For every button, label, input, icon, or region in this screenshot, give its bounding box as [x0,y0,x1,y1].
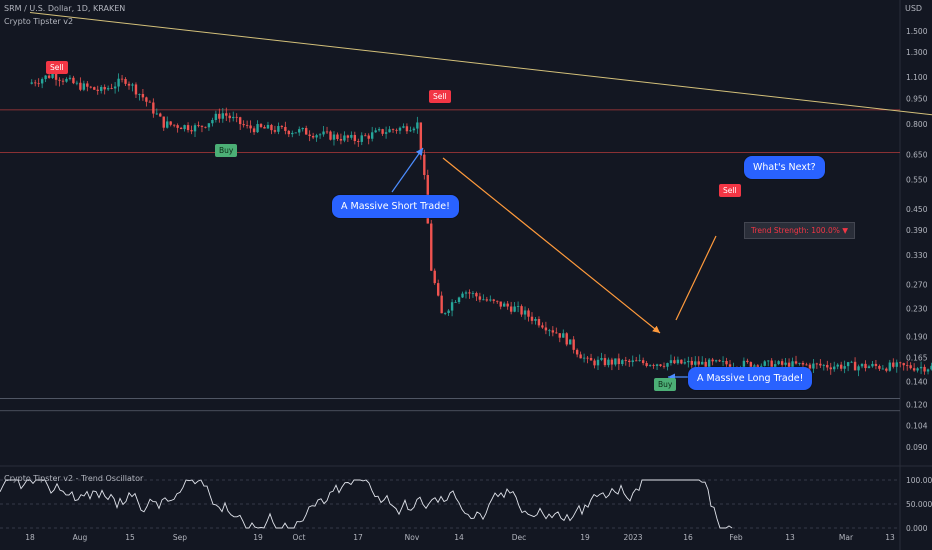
price-tick-4: 0.800 [906,120,928,129]
time-tick-3: Sep [173,533,187,542]
undefined [675,235,717,321]
time-tick-11: 2023 [623,533,642,542]
time-tick-16: 13 [885,533,895,542]
signal-sell-3: Sell [719,184,741,197]
time-tick-10: 19 [580,533,590,542]
price-tick-9: 0.330 [906,251,928,260]
time-tick-14: 13 [785,533,795,542]
time-tick-2: 15 [125,533,135,542]
price-tick-10: 0.270 [906,281,928,290]
indicator-title: Crypto Tipster v2 [4,17,74,26]
time-tick-12: 16 [683,533,693,542]
time-tick-15: Mar [839,533,854,542]
oscillator-line [0,479,733,529]
candles [30,68,932,377]
time-tick-7: Nov [405,533,420,542]
arrow-short-callout [391,147,424,193]
osc-tick-2: 0.000 [906,524,928,533]
whats-next-callout: What's Next? [744,156,825,179]
trend-strength-label: Trend Strength: 100.0% ▼ [744,222,856,239]
time-tick-5: Oct [293,533,306,542]
symbol-title: SRM / U.S. Dollar, 1D, KRAKEN [4,4,126,13]
time-tick-0: 18 [25,533,35,542]
time-tick-9: Dec [512,533,527,542]
arrow-short-to-long [442,157,661,334]
price-tick-15: 0.120 [906,400,928,409]
time-tick-1: Aug [73,533,88,542]
price-tick-6: 0.550 [906,175,928,184]
oscillator: 100.000 50.000 0.000 [0,476,932,533]
osc-tick-0: 100.000 [906,476,932,485]
signal-buy-2: Buy [654,378,677,391]
price-tick-0: 1.500 [906,27,928,36]
time-tick-4: 19 [253,533,263,542]
price-tick-14: 0.140 [906,378,928,387]
price-tick-3: 0.950 [906,95,928,104]
price-tick-13: 0.165 [906,353,928,362]
osc-tick-1: 50.000 [906,500,932,509]
time-tick-6: 17 [353,533,363,542]
signal-sell-1: Sell [46,61,68,74]
signal-sell-2: Sell [429,90,451,103]
price-axis: 1.500 1.300 1.100 0.950 0.800 0.650 0.550 0.450… [906,27,928,452]
time-axis: 18 Aug 15 Sep 19 Oct 17 Nov 14 Dec 19 2023 16 Feb 13 Ma… [25,533,895,542]
price-tick-8: 0.390 [906,226,928,235]
time-tick-8: 14 [454,533,464,542]
long-trade-callout: A Massive Long Trade! [688,367,813,390]
signal-buy-1: Buy [215,144,238,157]
price-tick-5: 0.650 [906,151,928,160]
price-tick-2: 1.100 [906,73,928,82]
short-trade-callout: A Massive Short Trade! [332,195,459,218]
price-tick-16: 0.104 [906,422,928,431]
currency-label: USD [905,4,923,13]
price-tick-11: 0.230 [906,304,928,313]
trendline [29,11,932,116]
price-tick-1: 1.300 [906,48,928,57]
price-tick-12: 0.190 [906,333,928,342]
oscillator-title: Crypto Tipster v2 - Trend Oscillator [4,474,144,483]
time-tick-13: Feb [729,533,743,542]
price-tick-7: 0.450 [906,205,928,214]
price-tick-17: 0.090 [906,443,928,452]
